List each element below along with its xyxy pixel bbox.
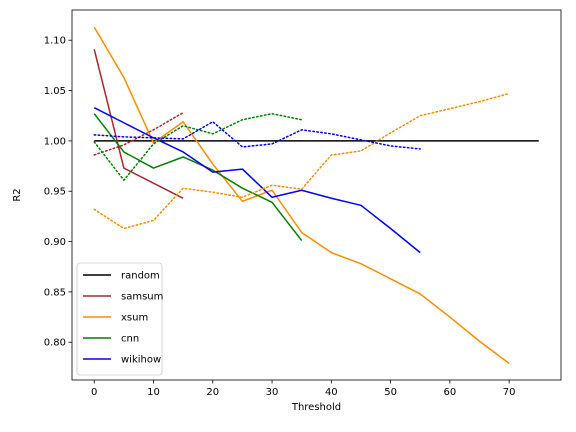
y-tick-label: 1.00: [44, 136, 66, 147]
series-line-5-dotted: [93, 111, 184, 156]
series-layer: [93, 26, 539, 364]
legend: random samsum xsum cnn wikihow: [76, 262, 163, 376]
series-line-1-samsum: [93, 49, 184, 199]
x-tick-label: 30: [266, 387, 279, 398]
ticks-layer: 0 10 20 30 40 50 60 70 0.80 0.85 0.90 0.95 1.00 1.05 1…: [44, 36, 516, 398]
legend-box: [76, 262, 163, 376]
x-tick-label: 60: [443, 387, 456, 398]
y-tick-label: 1.05: [44, 86, 66, 97]
y-tick-label: 0.80: [44, 338, 66, 349]
legend-label-wikihow: wikihow: [121, 355, 161, 366]
series-line-6-dotted: [93, 92, 510, 230]
y-tick-label: 0.90: [44, 237, 66, 248]
y-tick-label: 0.95: [44, 187, 66, 198]
x-tick-label: 10: [147, 387, 160, 398]
legend-label-samsum: samsum: [121, 292, 163, 303]
x-axis-label: Threshold: [291, 402, 341, 413]
legend-label-xsum: xsum: [121, 313, 148, 324]
y-tick-label: 1.10: [44, 36, 66, 47]
x-tick-label: 40: [325, 387, 338, 398]
legend-label-random: random: [121, 271, 160, 282]
series-line-2-xsum: [93, 26, 510, 364]
series-line-7-dotted: [93, 112, 303, 181]
x-tick-label: 0: [91, 387, 97, 398]
y-axis-label: R2: [12, 188, 23, 201]
x-tick-label: 20: [206, 387, 219, 398]
y-tick-label: 0.85: [44, 287, 66, 298]
series-line-4-wikihow: [93, 106, 421, 254]
series-line-8-dotted: [93, 121, 421, 150]
series-line-3-cnn: [93, 113, 303, 242]
x-tick-label: 50: [384, 387, 397, 398]
x-tick-label: 70: [503, 387, 516, 398]
axes-frame: [71, 9, 562, 381]
legend-label-cnn: cnn: [121, 334, 139, 345]
